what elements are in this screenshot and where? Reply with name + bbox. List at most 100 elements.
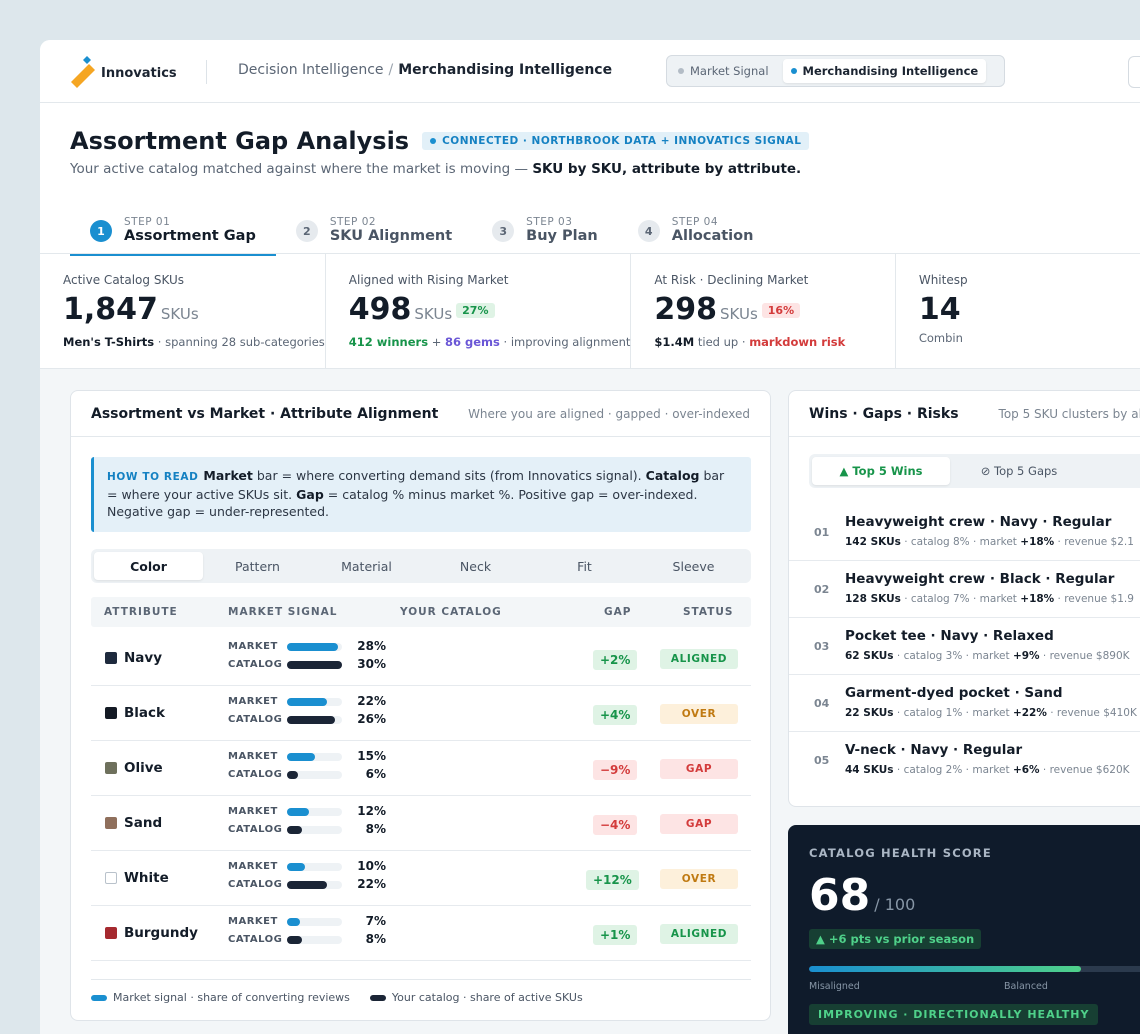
alignment-row[interactable]: Navy MARKET 28% CATALOG 30% +2% ALIGNED: [91, 631, 751, 686]
win-item[interactable]: 03 Pocket tee · Navy · Relaxed 62 SKUs · c…: [789, 618, 1140, 675]
health-out-of: / 100: [874, 895, 916, 914]
kpi-at-risk: At Risk · Declining Market 298 SKUs 16% $1…: [631, 254, 896, 368]
table-header: ATTRIBUTE MARKET SIGNAL YOUR CATALOG GAP…: [91, 597, 751, 627]
tab-top-gaps[interactable]: ⊘ Top 5 Gaps: [980, 464, 1058, 478]
tab-pattern[interactable]: Pattern: [235, 558, 280, 574]
tab-color[interactable]: Color: [94, 552, 203, 580]
tab-sleeve[interactable]: Sleeve: [672, 558, 715, 574]
win-details: 62 SKUs · catalog 3% · market +9% · reve…: [845, 650, 1130, 662]
kpi-value: 14: [918, 292, 961, 327]
alignment-row[interactable]: Sand MARKET 12% CATALOG 8% −4% GAP: [91, 796, 751, 851]
color-swatch: [105, 652, 117, 664]
color-swatch: [105, 762, 117, 774]
callout-tag: HOW TO READ: [107, 471, 199, 483]
health-progress-bar: [809, 966, 1140, 972]
kpi-sub-text: · spanning 28 sub-categories: [154, 335, 325, 349]
kpi-value: 298: [654, 292, 718, 327]
status-badge: GAP: [660, 759, 738, 779]
market-bar-track: [287, 808, 342, 816]
health-delta-badge: ▲ +6 pts vs prior season: [809, 929, 982, 949]
win-rank: 02: [814, 583, 830, 596]
win-item[interactable]: 04 Garment-dyed pocket · Sand 22 SKUs · ca…: [789, 675, 1140, 732]
market-percent: 10%: [357, 859, 386, 873]
catalog-bar: [287, 826, 302, 834]
step-sku-alignment[interactable]: 2 STEP 02 SKU Alignment: [276, 207, 472, 255]
how-to-read-callout: HOW TO READ Market bar = where converting…: [91, 457, 751, 532]
market-percent: 7%: [365, 914, 386, 928]
catalog-bar-track: [287, 716, 342, 724]
win-item[interactable]: 05 V-neck · Navy · Regular 44 SKUs · catal…: [789, 732, 1140, 789]
win-title: Pocket tee · Navy · Relaxed: [845, 628, 1054, 644]
step-kicker: STEP 04: [671, 216, 718, 228]
market-percent: 12%: [357, 804, 386, 818]
mode-option-merchandising-intelligence[interactable]: Merchandising Intelligence: [782, 59, 987, 83]
market-percent: 22%: [357, 694, 386, 708]
win-details: 44 SKUs · catalog 2% · market +6% · reve…: [845, 764, 1130, 776]
color-swatch: [105, 707, 117, 719]
column-header: YOUR CATALOG: [400, 606, 502, 618]
attribute-name: Sand: [124, 815, 163, 831]
tab-material[interactable]: Material: [341, 558, 392, 574]
kpi-value: 498: [348, 292, 412, 327]
attribute-name: Black: [124, 705, 166, 721]
win-details: 142 SKUs · catalog 8% · market +18% · re…: [845, 536, 1134, 548]
attribute-name: Burgundy: [124, 925, 198, 941]
win-detail-text: · catalog 7% · market: [900, 593, 1021, 605]
legend-label: Your catalog · share of active SKUs: [391, 991, 583, 1004]
kpi-plus: +: [428, 335, 445, 349]
step-kicker: STEP 02: [329, 216, 377, 228]
column-header: STATUS: [683, 606, 734, 618]
win-detail-text: · revenue $890K: [1039, 650, 1130, 662]
tab-top-wins[interactable]: ▲ Top 5 Wins: [812, 457, 950, 485]
step-kicker: STEP 01: [124, 216, 171, 228]
tab-neck[interactable]: Neck: [459, 558, 492, 574]
step-buy-plan[interactable]: 3 STEP 03 Buy Plan: [472, 207, 618, 255]
health-status-badge: IMPROVING · DIRECTIONALLY HEALTHY: [809, 1004, 1099, 1025]
callout-text: bar = where your active SKUs sit.: [107, 468, 725, 502]
market-bar-label: MARKET: [228, 861, 278, 872]
health-scale-mid: Balanced: [1004, 981, 1048, 992]
mode-option-market-signal[interactable]: Market Signal: [670, 59, 777, 83]
market-bar: [287, 698, 327, 706]
top-right-button[interactable]: [1128, 56, 1140, 88]
catalog-percent: 8%: [365, 932, 386, 946]
subtitle-text: Your active catalog matched against wher…: [70, 161, 533, 177]
tab-top-risks[interactable]: !: [1088, 457, 1140, 485]
innovatics-logo-icon[interactable]: [69, 56, 99, 88]
attribute-name: White: [124, 870, 169, 886]
gap-value: −9%: [593, 760, 638, 780]
breadcrumb-current: Merchandising Intelligence: [398, 62, 613, 78]
brand-name[interactable]: Innovatics: [101, 66, 177, 81]
win-title: Garment-dyed pocket · Sand: [845, 685, 1063, 701]
breadcrumb-root[interactable]: Decision Intelligence: [238, 62, 384, 78]
market-bar: [287, 753, 315, 761]
win-item[interactable]: 01 Heavyweight crew · Navy · Regular 142 S…: [789, 504, 1140, 561]
step-assortment-gap[interactable]: 1 STEP 01 Assortment Gap: [70, 207, 276, 256]
page-subtitle: Your active catalog matched against wher…: [70, 161, 801, 177]
kpi-gems: 86 gems: [445, 335, 500, 349]
status-badge: OVER: [660, 704, 738, 724]
market-percent: 15%: [357, 749, 386, 763]
win-market-change: +18%: [1020, 593, 1055, 605]
status-dot-icon: [430, 138, 437, 144]
kpi-percent-badge: 27%: [456, 302, 495, 318]
alignment-row[interactable]: Black MARKET 22% CATALOG 26% +4% OVER: [91, 686, 751, 741]
alignment-row[interactable]: Olive MARKET 15% CATALOG 6% −9% GAP: [91, 741, 751, 796]
alignment-row[interactable]: Burgundy MARKET 7% CATALOG 8% +1% ALIGNED: [91, 906, 751, 961]
win-market-change: +22%: [1012, 707, 1047, 719]
step-number: 1: [90, 220, 112, 242]
kpi-sub: Men's T-Shirts · spanning 28 sub-categor…: [63, 335, 325, 349]
card-title: Wins · Gaps · Risks: [809, 405, 959, 422]
tab-fit[interactable]: Fit: [577, 558, 592, 574]
win-item[interactable]: 02 Heavyweight crew · Black · Regular 128 …: [789, 561, 1140, 618]
win-rank: 01: [814, 526, 830, 539]
win-detail-text: · revenue $620K: [1039, 764, 1130, 776]
kpi-sub-bold: $1.4M: [654, 335, 695, 349]
alignment-row[interactable]: White MARKET 10% CATALOG 22% +12% OVER: [91, 851, 751, 906]
step-allocation[interactable]: 4 STEP 04 Allocation: [618, 207, 774, 255]
market-bar-track: [287, 643, 342, 651]
wins-list: 01 Heavyweight crew · Navy · Regular 142 S…: [789, 504, 1140, 789]
kpi-sub-text: Combin: [918, 331, 963, 345]
attribute-name: Olive: [124, 760, 163, 776]
market-bar-label: MARKET: [228, 916, 278, 927]
